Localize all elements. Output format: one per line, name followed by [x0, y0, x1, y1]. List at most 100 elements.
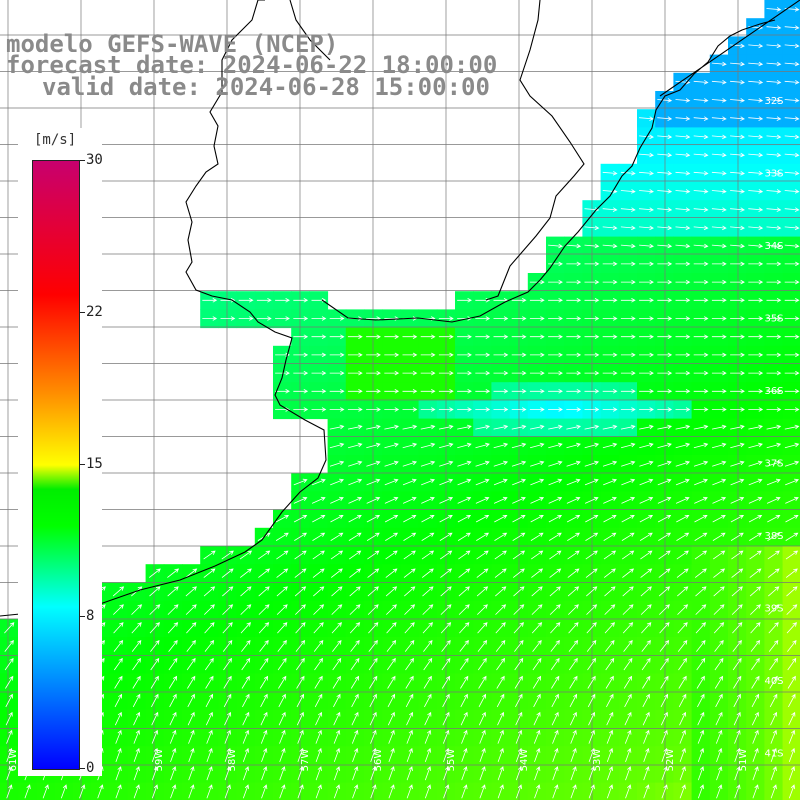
- wind-arrow: [169, 711, 177, 726]
- wind-arrow: [622, 622, 634, 634]
- wind-arrow: [784, 152, 800, 158]
- wind-arrow: [493, 460, 509, 467]
- wind-arrow: [766, 279, 782, 285]
- wind-arrow: [511, 370, 527, 376]
- wind-arrow: [621, 515, 635, 523]
- wind-arrow: [276, 568, 289, 578]
- wind-arrow: [403, 568, 416, 578]
- wind-arrow: [440, 622, 452, 634]
- wind-arrow: [622, 604, 634, 615]
- wind-arrow: [511, 442, 527, 449]
- wind-arrow: [438, 424, 454, 430]
- wind-arrow: [385, 550, 398, 560]
- wind-arrow: [443, 784, 450, 799]
- wind-arrow: [402, 496, 417, 504]
- wind-arrow: [642, 693, 650, 708]
- wind-arrow: [661, 729, 668, 744]
- wind-arrow: [260, 711, 268, 726]
- wind-arrow: [242, 729, 250, 744]
- wind-arrow: [313, 604, 325, 615]
- wind-arrow: [643, 729, 650, 744]
- colorbar-tick-mark: [79, 160, 85, 161]
- wind-arrow: [584, 389, 600, 394]
- wind-arrow: [787, 675, 796, 689]
- wind-arrow: [532, 675, 542, 689]
- wind-arrow: [711, 389, 727, 394]
- wind-arrow: [713, 586, 725, 597]
- wind-arrow: [676, 515, 690, 523]
- wind-arrow: [131, 639, 142, 652]
- wind-arrow: [766, 207, 782, 212]
- wind-arrow: [768, 622, 779, 634]
- wind-arrow: [241, 657, 251, 671]
- wind-arrow: [785, 532, 799, 541]
- wind-arrow: [548, 407, 563, 412]
- wind-arrow: [457, 532, 471, 541]
- colorbar-tick-30: 30: [86, 152, 103, 168]
- wind-arrow: [457, 478, 472, 486]
- wind-arrow: [185, 604, 197, 615]
- wind-arrow: [460, 711, 468, 726]
- wind-arrow: [421, 496, 435, 504]
- wind-arrow: [149, 586, 161, 597]
- wind-arrow: [770, 711, 778, 726]
- wind-arrow: [404, 604, 416, 615]
- longitude-label: 52W: [665, 749, 676, 772]
- wind-arrow: [730, 478, 745, 486]
- wind-arrow: [461, 766, 468, 781]
- wind-arrow: [511, 424, 527, 430]
- wind-arrow: [347, 407, 363, 412]
- wind-arrow: [42, 784, 49, 799]
- latitude-label: 34S: [764, 241, 783, 252]
- wind-arrow: [530, 478, 545, 486]
- wind-arrow: [366, 407, 381, 412]
- wind-arrow: [584, 460, 600, 467]
- wind-arrow: [186, 639, 196, 652]
- wind-arrow: [657, 352, 673, 358]
- wind-arrow: [531, 604, 543, 615]
- wind-arrow: [549, 604, 561, 615]
- wind-arrow: [368, 639, 378, 652]
- wind-arrow: [167, 622, 179, 634]
- wind-arrow: [549, 568, 562, 578]
- wind-arrow: [387, 675, 396, 689]
- wind-arrow: [315, 729, 322, 744]
- wind-arrow: [532, 639, 542, 652]
- colorbar-tick-mark: [79, 312, 85, 313]
- wind-arrow: [384, 515, 399, 523]
- wind-arrow: [459, 639, 469, 652]
- wind-arrow: [730, 496, 745, 504]
- wind-arrow: [603, 515, 617, 523]
- wind-arrow: [457, 407, 472, 412]
- wind-arrow: [294, 586, 307, 597]
- wind-arrow: [620, 424, 636, 430]
- wind-arrow: [694, 496, 708, 504]
- wind-arrow: [458, 550, 471, 560]
- wind-arrow: [566, 478, 581, 486]
- wind-arrow: [679, 747, 686, 763]
- wind-arrow: [315, 711, 323, 726]
- wind-arrow: [711, 424, 727, 430]
- wind-arrow: [295, 639, 306, 652]
- wind-arrow: [785, 496, 799, 504]
- wind-arrow: [206, 784, 213, 799]
- wind-arrow: [657, 116, 673, 121]
- wind-arrow: [713, 622, 725, 634]
- wind-arrow: [333, 711, 341, 726]
- wind-arrow: [602, 370, 618, 376]
- wind-arrow: [550, 657, 560, 671]
- wind-arrow: [784, 334, 800, 339]
- wind-arrow: [693, 279, 709, 285]
- wind-arrow: [402, 424, 418, 430]
- wind-arrow: [566, 460, 581, 467]
- wind-arrow: [570, 729, 577, 744]
- wind-arrow: [420, 460, 436, 467]
- wind-arrow: [748, 79, 764, 85]
- wind-arrow: [115, 784, 122, 799]
- wind-arrow: [150, 657, 160, 671]
- wind-arrow: [748, 298, 764, 303]
- wind-arrow: [239, 550, 253, 560]
- wind-arrow: [552, 729, 559, 744]
- wind-arrow: [330, 568, 343, 578]
- wind-arrow: [620, 225, 636, 231]
